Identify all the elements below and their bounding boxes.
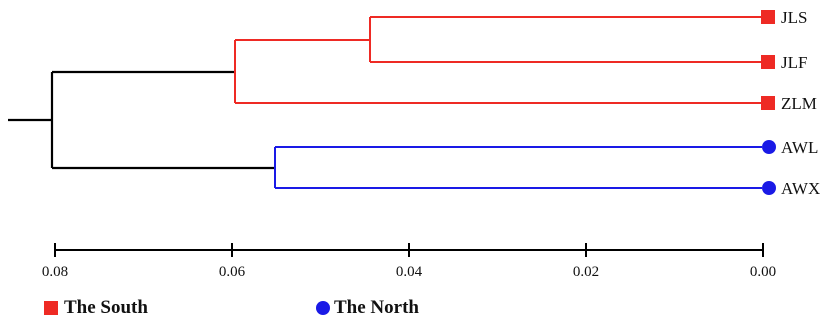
north-branch xyxy=(274,146,762,189)
legend-south: The South xyxy=(44,297,148,319)
leaf-marker-circle xyxy=(762,181,776,195)
legend-north: The North xyxy=(316,297,419,319)
leaf-marker-circle xyxy=(762,140,776,154)
leaf-marker-square xyxy=(761,55,775,69)
leaf-marker-square xyxy=(761,10,775,24)
legend-label: The South xyxy=(64,297,148,318)
axis-tick-label: 0.04 xyxy=(396,264,423,280)
leaf-label: JLS xyxy=(781,8,807,27)
leaf-label: AWX xyxy=(781,179,820,198)
red-square-icon xyxy=(44,301,58,315)
legend-label: The North xyxy=(334,297,419,318)
south-branch xyxy=(234,16,762,104)
leaf-label: JLF xyxy=(781,53,807,72)
root-branch xyxy=(8,70,275,170)
axis-tick-label: 0.02 xyxy=(573,264,599,280)
axis-tick-label: 0.06 xyxy=(219,264,246,280)
axis-tick-label: 0.00 xyxy=(750,264,776,280)
leaf-label: AWL xyxy=(781,138,818,157)
leaf-label: ZLM xyxy=(781,94,817,113)
blue-circle-icon xyxy=(316,301,330,315)
leaf-marker-square xyxy=(761,96,775,110)
axis-tick-label: 0.08 xyxy=(42,264,68,280)
